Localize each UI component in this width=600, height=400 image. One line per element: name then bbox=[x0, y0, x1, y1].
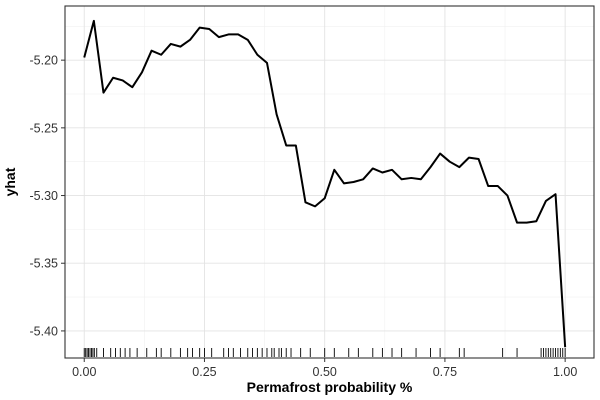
x-tick-label: 0.00 bbox=[72, 365, 96, 379]
panel-border bbox=[64, 5, 595, 359]
x-tick-label: 0.50 bbox=[313, 365, 337, 379]
y-tick-label: -5.20 bbox=[30, 54, 59, 68]
series-line bbox=[83, 19, 567, 348]
x-tick-label: 1.00 bbox=[553, 365, 577, 379]
x-tick-label: 0.25 bbox=[192, 365, 216, 379]
axes: 0.00 0.25 0.50 0.75 1.00 -5.20 -5.25 -5.30 -5.35… bbox=[30, 54, 578, 379]
y-tick-label: -5.35 bbox=[30, 257, 59, 271]
x-tick-label: 0.75 bbox=[433, 365, 457, 379]
x-axis-title: Permafrost probability % bbox=[247, 379, 413, 395]
rug-marks bbox=[83, 348, 566, 357]
y-axis-title: yhat bbox=[2, 167, 18, 196]
gridlines bbox=[65, 6, 594, 358]
y-tick-label: -5.40 bbox=[30, 324, 59, 338]
y-tick-label: -5.30 bbox=[30, 189, 59, 203]
y-tick-label: -5.25 bbox=[30, 121, 59, 135]
data-series bbox=[83, 19, 567, 348]
